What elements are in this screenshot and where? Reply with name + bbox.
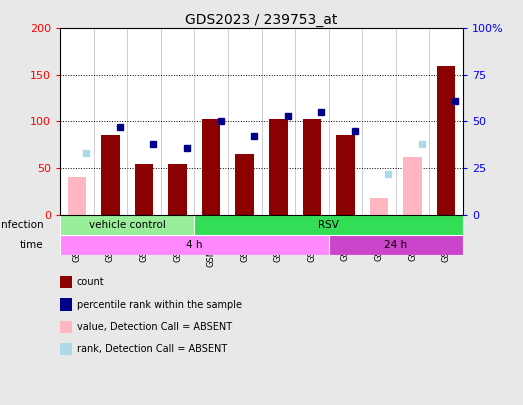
Text: infection: infection (0, 220, 43, 230)
Text: RSV: RSV (318, 220, 339, 230)
Bar (60, 215, 195, 235)
Bar (303, 119, 321, 215)
Text: value, Detection Call = ABSENT: value, Detection Call = ABSENT (77, 322, 232, 332)
Bar (101, 135, 120, 215)
Bar (60, 235, 328, 255)
Text: rank, Detection Call = ABSENT: rank, Detection Call = ABSENT (77, 344, 227, 354)
Bar (437, 66, 456, 215)
Bar (370, 198, 388, 215)
Bar (235, 154, 254, 215)
Text: 4 h: 4 h (186, 240, 202, 250)
Bar (269, 119, 288, 215)
Bar (168, 164, 187, 215)
Title: GDS2023 / 239753_at: GDS2023 / 239753_at (185, 13, 338, 27)
Text: count: count (77, 277, 105, 287)
Bar (135, 164, 153, 215)
Text: 24 h: 24 h (384, 240, 407, 250)
Text: vehicle control: vehicle control (89, 220, 166, 230)
Text: time: time (20, 240, 43, 250)
Bar (202, 119, 220, 215)
Bar (195, 215, 463, 235)
Bar (67, 177, 86, 215)
Bar (336, 135, 355, 215)
Bar (328, 235, 463, 255)
Bar (403, 157, 422, 215)
Text: percentile rank within the sample: percentile rank within the sample (77, 300, 242, 309)
